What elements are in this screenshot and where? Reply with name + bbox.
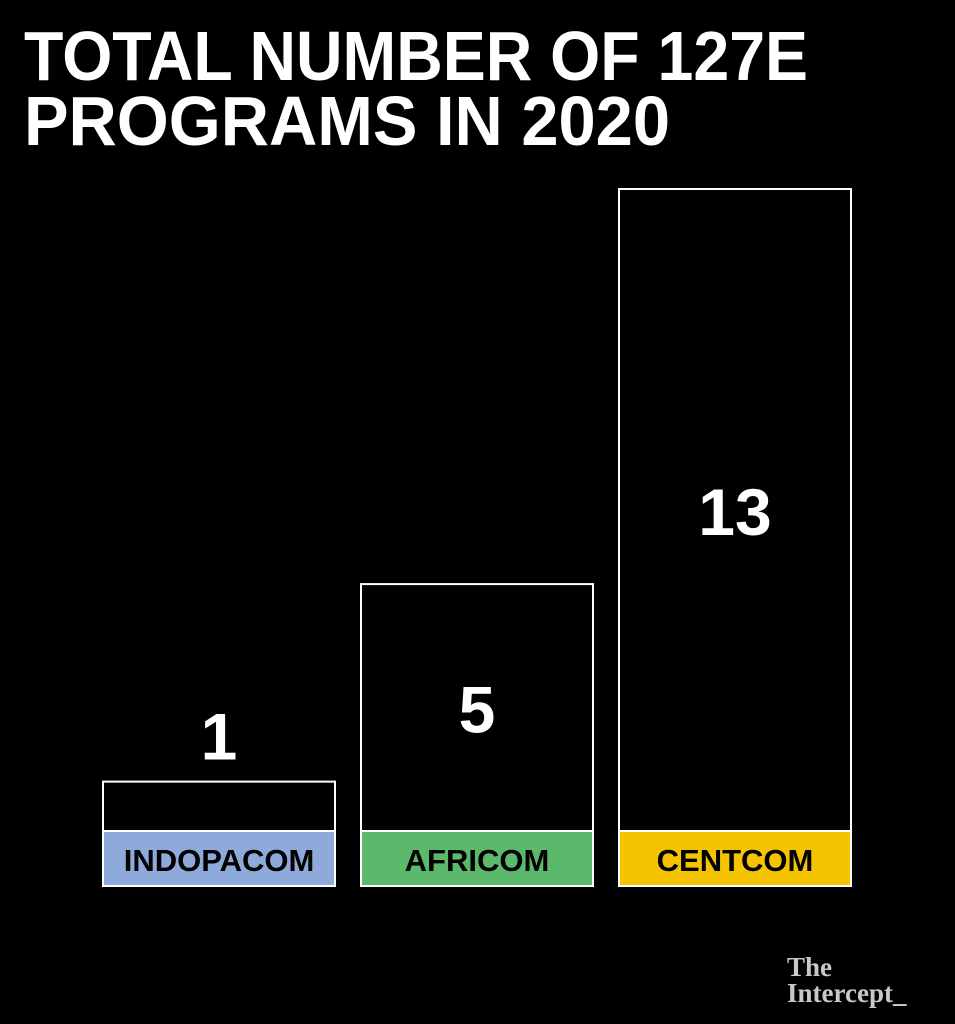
chart-title: TOTAL NUMBER OF 127E [24,17,808,95]
category-box [102,830,336,887]
value-label: 5 [459,673,496,747]
source-logo: Intercept_ [787,978,907,1008]
category-box [360,830,594,887]
bar [102,780,336,832]
category-label: AFRICOM [405,843,550,878]
category-box [618,830,852,887]
category-label: INDOPACOM [124,843,315,878]
category-label: CENTCOM [657,843,814,878]
source-logo: The [787,952,832,982]
chart-title: PROGRAMS IN 2020 [24,82,670,160]
value-label: 13 [698,475,771,549]
value-label: 1 [201,700,238,774]
